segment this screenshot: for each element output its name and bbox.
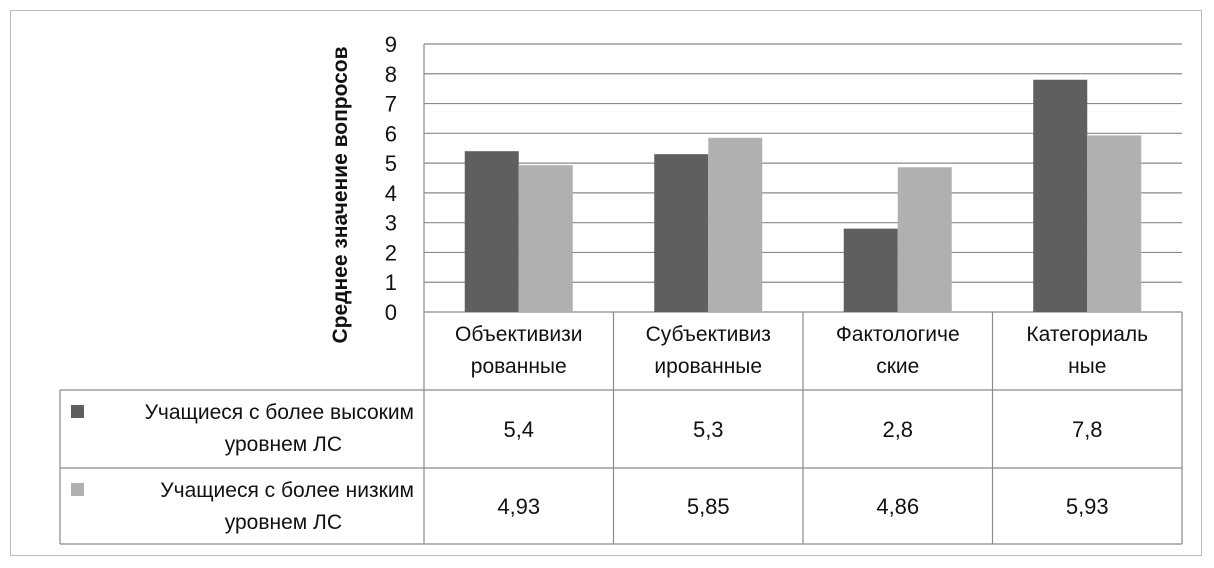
legend-label: уровнем ЛС: [225, 511, 342, 534]
legend-label: Учащиеся с более высоким: [145, 401, 414, 424]
bar: [897, 167, 952, 312]
data-cell-value: 4,86: [876, 494, 919, 519]
category-label: Категориаль: [1026, 323, 1148, 346]
category-label: ские: [876, 355, 919, 378]
bar: [708, 137, 763, 312]
data-cell-value: 7,8: [1072, 417, 1103, 442]
data-cell-value: 5,3: [693, 417, 724, 442]
bar: [843, 228, 898, 312]
bar: [1087, 135, 1142, 312]
bar: [1033, 79, 1088, 312]
y-tick-label: 7: [385, 92, 397, 117]
category-label: ные: [1068, 355, 1106, 378]
y-tick-label: 8: [385, 62, 397, 87]
bar: [518, 165, 573, 312]
chart-frame: [10, 10, 1202, 556]
y-axis-title: Среднее значение вопросов: [329, 46, 352, 343]
legend-label: Учащиеся с более низким: [160, 479, 414, 502]
y-tick-label: 2: [385, 240, 397, 265]
category-label: Фактологиче: [836, 323, 960, 346]
data-cell-value: 5,93: [1066, 494, 1109, 519]
bar: [464, 151, 519, 312]
y-tick-label: 1: [385, 270, 397, 295]
data-cell-value: 5,4: [503, 417, 534, 442]
y-tick-label: 9: [385, 32, 397, 57]
bar: [654, 154, 709, 312]
legend-label: уровнем ЛС: [225, 433, 342, 456]
y-tick-label: 0: [385, 300, 397, 325]
y-tick-label: 4: [385, 181, 397, 206]
y-tick-label: 3: [385, 211, 397, 236]
data-cell-value: 5,85: [687, 494, 730, 519]
data-cell-value: 4,93: [497, 494, 540, 519]
category-label: рованные: [471, 355, 567, 378]
legend-swatch: [71, 405, 84, 418]
y-tick-label: 6: [385, 121, 397, 146]
category-label: Объективизи: [455, 323, 583, 346]
legend-swatch: [71, 483, 84, 496]
category-label: ированные: [654, 355, 762, 378]
data-cell-value: 2,8: [882, 417, 913, 442]
y-tick-label: 5: [385, 151, 397, 176]
category-label: Субъективиз: [646, 323, 771, 346]
